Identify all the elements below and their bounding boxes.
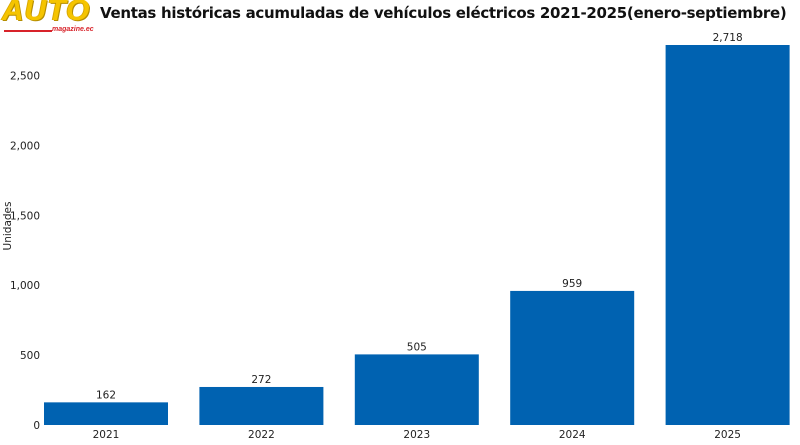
x-axis: 2021 2022 2023 2024 2025 [93,429,741,441]
x-tick-label: 2025 [714,429,741,441]
logo-sub-text: magazine.ec [52,26,94,33]
y-axis-label: Unidades [2,202,14,251]
y-axis: 0 500 1,000 1,500 2,000 2,500 [10,70,40,432]
bar-2021 [44,402,168,425]
bar-2024 [510,290,635,425]
y-tick-label: 1,000 [10,280,40,292]
bars [44,45,790,425]
chart-title: Ventas históricas acumuladas de vehículo… [100,4,787,22]
x-tick-label: 2023 [403,429,430,441]
automagazine-logo: AUTO magazine.ec [0,0,100,38]
logo-main-text: AUTO [2,0,91,27]
data-label: 959 [562,278,582,290]
bar-2025 [665,45,790,425]
x-tick-label: 2021 [93,429,120,441]
logo-underline [4,30,52,32]
data-label: 272 [251,374,271,386]
y-tick-label: 1,500 [10,210,40,222]
x-tick-label: 2024 [559,429,586,441]
bar-2023 [354,354,479,425]
y-tick-label: 2,500 [10,70,40,82]
y-tick-label: 2,000 [10,140,40,152]
bar-2022 [199,386,324,425]
data-labels: 162 272 505 959 2,718 [96,32,743,401]
data-label: 162 [96,389,116,401]
x-tick-label: 2022 [248,429,275,441]
y-tick-label: 0 [33,420,40,432]
data-label: 2,718 [713,32,743,44]
data-label: 505 [407,341,427,353]
y-tick-label: 500 [20,350,40,362]
